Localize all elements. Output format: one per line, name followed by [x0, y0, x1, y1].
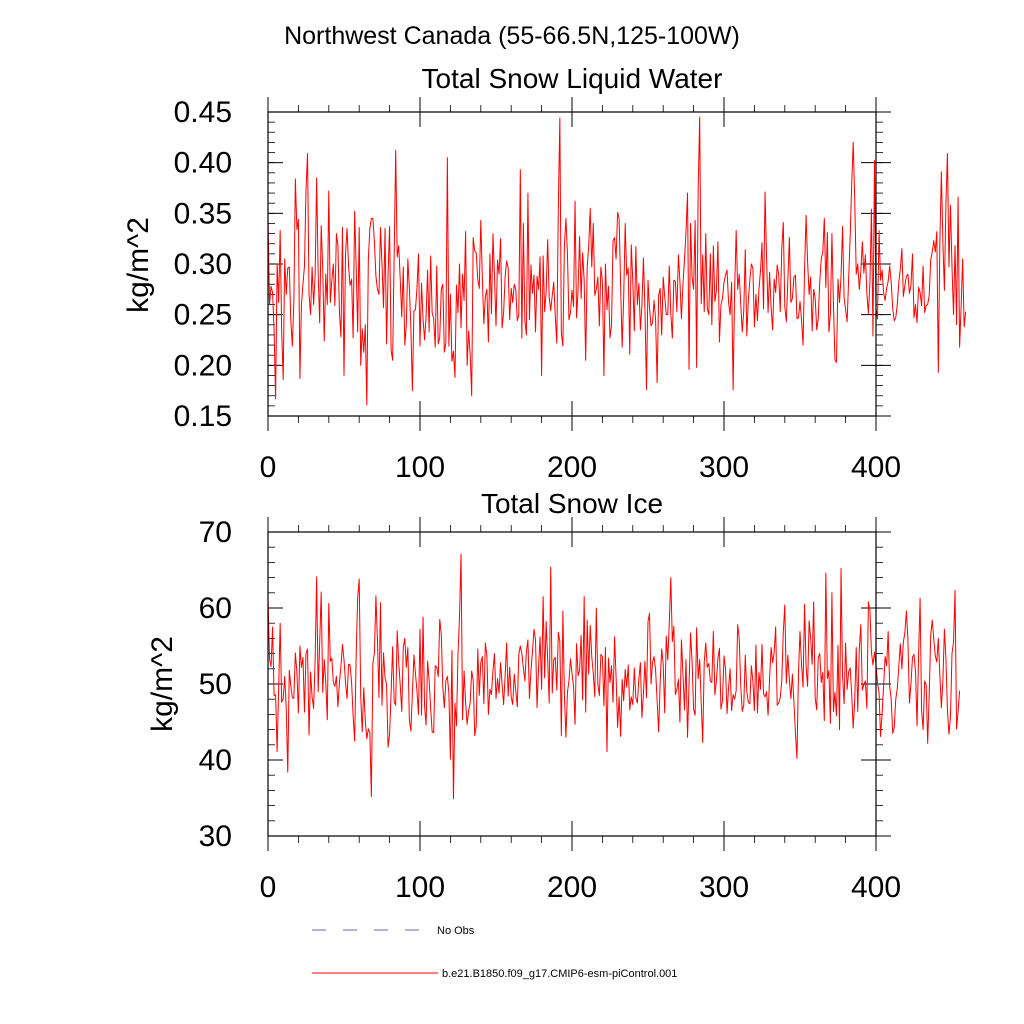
y-tick-label: 0.40 [174, 147, 232, 180]
y-tick-label: 50 [199, 668, 232, 701]
y-tick-label: 40 [199, 744, 232, 777]
panel-1-ticks [267, 97, 891, 431]
y-tick-label: 0.25 [174, 299, 232, 332]
y-tick-label: 0.15 [174, 400, 232, 433]
x-tick-label: 200 [547, 451, 597, 484]
panel-1-series-line [267, 116, 967, 406]
x-tick-label: 400 [851, 871, 901, 904]
panel-1-tick-labels: 0 100 200 300 400 0.15 0.20 0.25 0.30 0.35 0.40 0.4… [174, 96, 901, 484]
x-tick-label: 100 [395, 871, 445, 904]
y-tick-label: 70 [199, 516, 232, 549]
y-tick-label: 60 [199, 592, 232, 625]
panel-total-snow-ice: Total Snow Ice kg/m^2 0 100 200 300 400 30 40 5… [146, 488, 961, 904]
x-tick-label: 400 [851, 451, 901, 484]
y-tick-label: 0.35 [174, 197, 232, 230]
panel-1-ylabel: kg/m^2 [122, 217, 155, 313]
panel-2-plot-frame [267, 531, 877, 837]
y-tick-label: 0.45 [174, 96, 232, 129]
y-tick-label: 30 [199, 820, 232, 853]
panel-1-plot-frame [267, 111, 877, 417]
figure-title: Northwest Canada (55-66.5N,125-100W) [284, 22, 740, 50]
x-tick-label: 100 [395, 451, 445, 484]
legend: No Obs b.e21.B1850.f09_g17.CMIP6-esm-piC… [312, 925, 677, 980]
panel-2-title: Total Snow Ice [481, 488, 663, 519]
y-tick-label: 0.20 [174, 349, 232, 382]
panel-2-ticks [267, 517, 891, 851]
y-tick-label: 0.30 [174, 248, 232, 281]
panel-2-tick-labels: 0 100 200 300 400 30 40 50 60 70 [199, 516, 901, 904]
x-tick-label: 200 [547, 871, 597, 904]
panel-1-title: Total Snow Liquid Water [422, 63, 723, 94]
legend-label-no-obs: No Obs [437, 925, 475, 937]
panel-2-series-line [267, 553, 961, 800]
panel-2-ylabel: kg/m^2 [146, 636, 179, 732]
legend-label-model-run: b.e21.B1850.f09_g17.CMIP6-esm-piControl.… [442, 968, 677, 980]
x-tick-label: 0 [260, 871, 277, 904]
x-tick-label: 300 [699, 451, 749, 484]
x-tick-label: 300 [699, 871, 749, 904]
x-tick-label: 0 [260, 451, 277, 484]
panel-total-snow-liquid-water: Total Snow Liquid Water kg/m^2 0 100 200 30… [122, 63, 967, 484]
